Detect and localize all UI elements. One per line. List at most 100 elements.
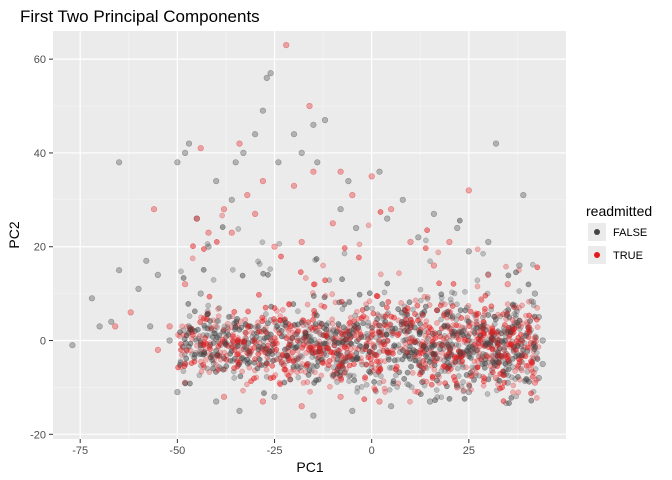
cloud-point xyxy=(418,346,424,353)
data-point-false xyxy=(337,206,344,213)
cloud-point xyxy=(245,340,252,346)
cloud-point xyxy=(279,351,286,358)
cloud-point xyxy=(235,226,242,232)
cloud-point xyxy=(178,347,184,353)
cloud-point xyxy=(513,353,520,360)
cloud-point xyxy=(431,342,438,349)
cloud-point xyxy=(523,333,529,339)
cloud-point xyxy=(495,350,502,357)
cloud-point xyxy=(179,352,185,358)
cloud-point xyxy=(235,337,241,343)
cloud-point xyxy=(258,348,264,355)
cloud-point xyxy=(187,380,193,387)
cloud-point xyxy=(307,344,313,351)
cloud-point xyxy=(317,331,324,338)
cloud-point xyxy=(380,378,387,385)
cloud-point xyxy=(318,320,325,327)
cloud-point xyxy=(391,314,397,321)
cloud-point xyxy=(376,368,382,375)
cloud-point xyxy=(459,331,465,338)
cloud-point xyxy=(453,322,460,329)
cloud-point xyxy=(339,339,346,345)
cloud-point xyxy=(474,277,481,284)
cloud-point xyxy=(489,329,496,336)
cloud-point xyxy=(396,369,403,376)
cloud-point xyxy=(481,364,488,371)
cloud-point xyxy=(186,313,193,319)
cloud-point xyxy=(390,380,397,387)
cloud-point xyxy=(311,307,317,314)
cloud-point xyxy=(263,329,270,336)
cloud-point xyxy=(400,337,407,344)
cloud-point xyxy=(258,328,265,335)
cloud-point xyxy=(356,254,362,261)
cloud-point xyxy=(286,357,292,364)
cloud-point xyxy=(482,306,488,312)
cloud-point xyxy=(447,349,454,355)
cloud-point xyxy=(505,272,512,279)
cloud-point xyxy=(208,352,215,359)
cloud-point xyxy=(437,346,443,352)
cloud-point xyxy=(353,356,360,363)
cloud-point xyxy=(475,336,482,342)
cloud-point xyxy=(378,343,385,349)
cloud-point xyxy=(433,387,440,393)
cloud-point xyxy=(407,398,413,405)
cloud-point xyxy=(505,307,512,313)
cloud-point xyxy=(463,372,470,378)
cloud-point xyxy=(372,319,379,326)
cloud-point xyxy=(401,318,407,325)
cloud-point xyxy=(200,266,207,273)
cloud-point xyxy=(310,290,316,296)
cloud-point xyxy=(331,339,338,345)
cloud-point xyxy=(313,312,320,319)
cloud-point xyxy=(351,361,357,368)
cloud-point xyxy=(419,310,426,317)
data-point-false xyxy=(115,159,123,166)
cloud-point xyxy=(351,332,357,339)
cloud-point xyxy=(347,331,353,337)
cloud-point xyxy=(306,338,313,344)
cloud-point xyxy=(341,343,348,350)
cloud-point xyxy=(274,340,280,347)
cloud-point xyxy=(456,217,463,224)
cloud-point xyxy=(240,346,247,353)
cloud-point xyxy=(390,380,397,387)
cloud-point xyxy=(277,317,283,324)
cloud-point xyxy=(224,352,230,359)
cloud-point xyxy=(516,359,523,365)
cloud-point xyxy=(324,345,330,351)
cloud-point xyxy=(383,304,390,311)
cloud-point xyxy=(259,346,266,353)
cloud-point xyxy=(219,336,226,343)
cloud-point xyxy=(232,324,239,330)
cloud-point xyxy=(234,337,241,344)
cloud-point xyxy=(371,351,378,358)
cloud-point xyxy=(498,354,505,360)
cloud-point xyxy=(284,352,290,359)
cloud-point xyxy=(452,358,459,365)
cloud-point xyxy=(500,368,506,375)
cloud-point xyxy=(277,317,284,323)
cloud-point xyxy=(491,313,498,320)
cloud-point xyxy=(424,294,431,300)
cloud-point xyxy=(347,319,353,326)
cloud-point xyxy=(418,363,424,370)
cloud-point xyxy=(336,340,343,346)
cloud-point xyxy=(182,340,189,346)
cloud-point xyxy=(309,343,315,350)
cloud-point xyxy=(177,359,184,366)
data-point-false xyxy=(166,337,173,344)
cloud-point xyxy=(191,308,198,315)
cloud-point xyxy=(329,335,335,341)
cloud-point xyxy=(264,361,270,367)
cloud-point xyxy=(278,328,285,334)
legend-dot-true xyxy=(594,252,600,258)
cloud-point xyxy=(429,357,435,364)
cloud-point xyxy=(494,359,501,366)
cloud-point xyxy=(374,358,380,365)
data-point-true xyxy=(337,168,344,175)
plot-panel xyxy=(53,31,566,439)
cloud-point xyxy=(353,350,360,356)
cloud-point xyxy=(432,351,438,357)
